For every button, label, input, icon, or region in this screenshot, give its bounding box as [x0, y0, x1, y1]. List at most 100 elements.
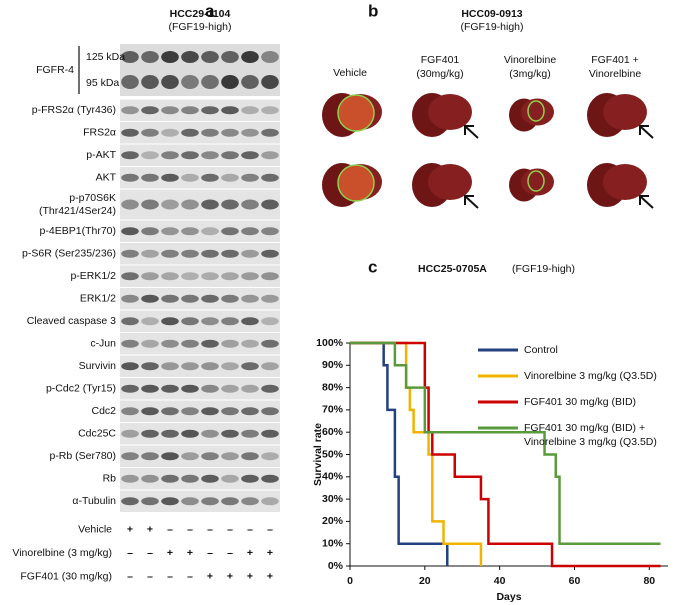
- treatment-sign: +: [207, 570, 213, 582]
- band: [121, 75, 139, 89]
- band: [261, 339, 279, 348]
- band: [221, 294, 239, 303]
- liver: [603, 94, 647, 130]
- band: [241, 294, 259, 303]
- legend-label: Control: [524, 344, 558, 356]
- band: [181, 75, 199, 89]
- band: [261, 106, 279, 115]
- blot: [120, 122, 280, 144]
- band: [181, 249, 199, 258]
- band: [241, 362, 259, 371]
- blot-label: p-AKT: [86, 149, 116, 161]
- band: [181, 474, 199, 483]
- treatment-label: FGF401 (30 mg/kg): [20, 570, 112, 582]
- band: [121, 227, 139, 236]
- band: [181, 339, 199, 348]
- band: [161, 452, 179, 461]
- band: [201, 227, 219, 236]
- band: [141, 497, 159, 506]
- band: [141, 452, 159, 461]
- treatment-sign: +: [247, 570, 253, 582]
- band: [221, 151, 239, 160]
- band: [241, 227, 259, 236]
- band: [221, 407, 239, 416]
- panel-title: HCC09-0913: [461, 8, 522, 20]
- blot: [120, 423, 280, 445]
- band: [201, 497, 219, 506]
- blot: [120, 167, 280, 189]
- blot-label: p-Cdc2 (Tyr15): [46, 383, 116, 395]
- band: [141, 51, 159, 63]
- treatment-sign: –: [267, 523, 273, 535]
- band: [141, 362, 159, 371]
- band: [181, 106, 199, 115]
- band: [261, 249, 279, 258]
- band: [201, 199, 219, 210]
- tumor-outline: [527, 170, 545, 192]
- blot-label: p-S6R (Ser235/236): [22, 248, 116, 260]
- blot: [120, 400, 280, 422]
- chart-title: HCC25-0705A: [418, 263, 487, 275]
- band: [161, 384, 179, 393]
- treatment-sign: +: [267, 547, 273, 559]
- band: [241, 199, 259, 210]
- blot-label: Cleaved caspase 3: [27, 315, 116, 327]
- blot-label: Cdc2: [91, 405, 116, 417]
- band: [141, 151, 159, 160]
- band: [261, 75, 279, 89]
- band: [221, 106, 239, 115]
- band: [221, 452, 239, 461]
- band: [161, 75, 179, 89]
- treatment-sign: –: [167, 570, 173, 582]
- band: [121, 429, 139, 438]
- liver: [428, 94, 472, 130]
- band: [161, 317, 179, 326]
- band: [121, 339, 139, 348]
- blot-label: α-Tubulin: [72, 495, 116, 507]
- tumor-outline: [337, 94, 375, 132]
- band: [241, 106, 259, 115]
- band: [201, 51, 219, 63]
- treatment-sign: +: [147, 523, 153, 535]
- treatment-sign: –: [207, 547, 213, 559]
- blot-label: ERK1/2: [80, 293, 116, 305]
- group-label: (3mg/kg): [509, 68, 550, 80]
- band: [261, 497, 279, 506]
- band: [161, 339, 179, 348]
- band: [221, 128, 239, 137]
- band: [201, 294, 219, 303]
- band: [261, 272, 279, 281]
- treatment-sign: –: [127, 570, 133, 582]
- band: [161, 362, 179, 371]
- band: [241, 452, 259, 461]
- treatment-sign: –: [187, 570, 193, 582]
- band: [181, 151, 199, 160]
- band: [181, 384, 199, 393]
- band: [181, 51, 199, 63]
- treatment-sign: +: [227, 570, 233, 582]
- treatment-sign: –: [207, 523, 213, 535]
- group-label: Vinorelbine: [589, 68, 642, 80]
- band: [181, 317, 199, 326]
- band: [261, 51, 279, 63]
- panel-title: HCC29-1104: [170, 8, 231, 20]
- blot: [120, 243, 280, 265]
- band: [181, 497, 199, 506]
- legend-label: FGF401 30 mg/kg (BID): [524, 396, 636, 408]
- liver: [428, 164, 472, 200]
- survival-curve: [350, 341, 449, 566]
- band-size: 95 kDa: [86, 77, 119, 89]
- panel-subtitle: (FGF19-high): [168, 21, 231, 33]
- band: [121, 199, 139, 210]
- band: [141, 407, 159, 416]
- band: [161, 151, 179, 160]
- band: [261, 199, 279, 210]
- x-tick-label: 40: [494, 575, 506, 587]
- treatment-sign: –: [247, 523, 253, 535]
- y-tick-label: 40%: [322, 471, 344, 483]
- chart-subtitle: (FGF19-high): [512, 263, 575, 275]
- treatment-sign: +: [247, 547, 253, 559]
- y-tick-label: 100%: [316, 337, 344, 349]
- blot: [120, 310, 280, 332]
